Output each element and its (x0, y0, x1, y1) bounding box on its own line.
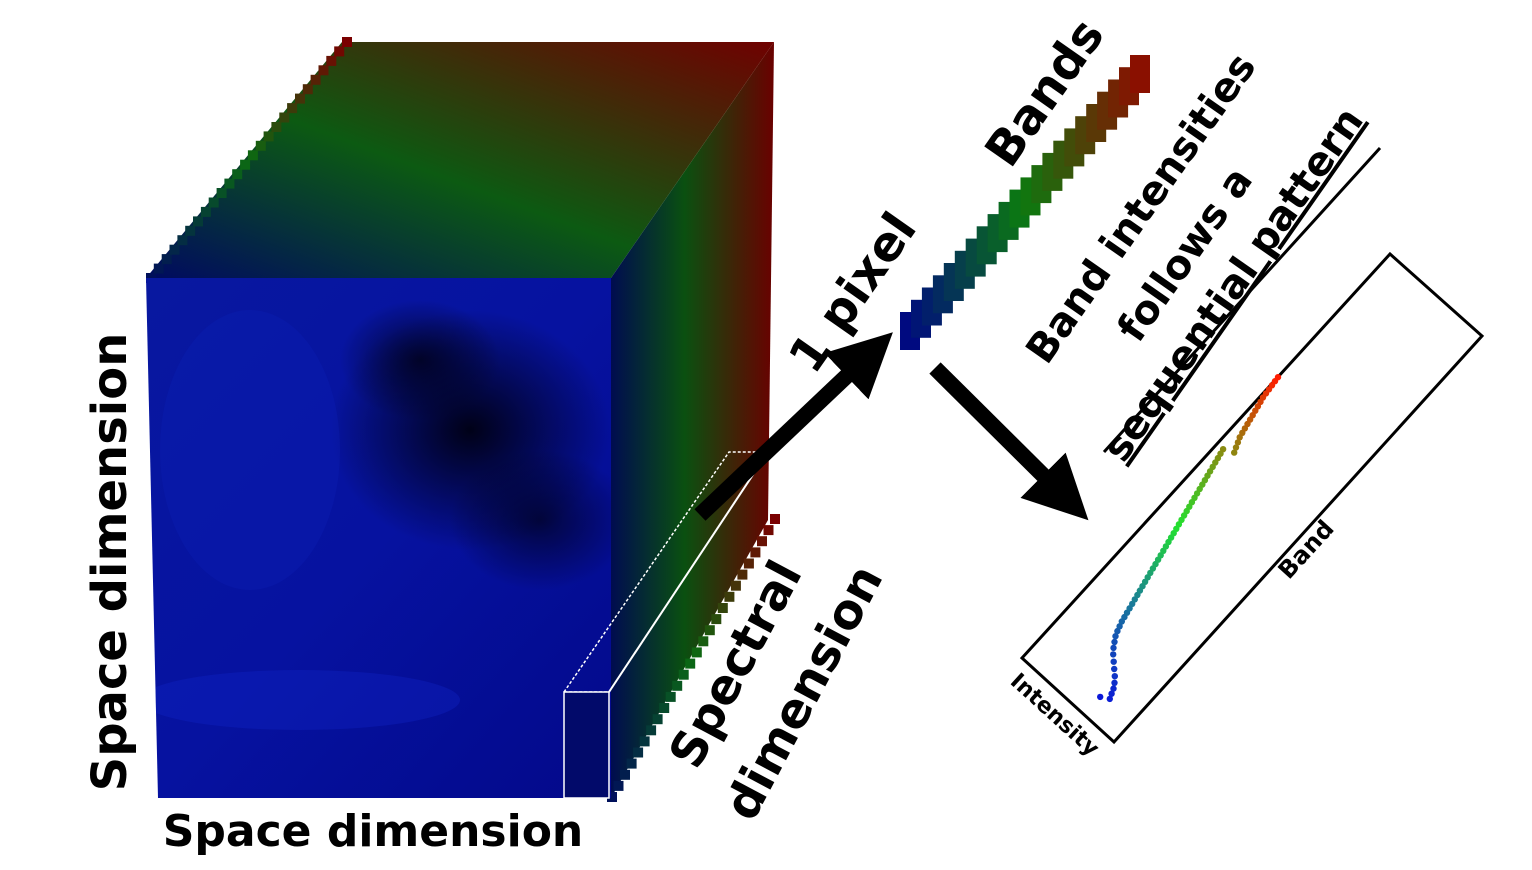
space-dimension-vertical-label: Space dimension (82, 333, 138, 792)
cube-band-edge (177, 235, 188, 246)
cube-band-edge (770, 514, 780, 524)
plot-point (1110, 685, 1117, 692)
plot-point (1110, 651, 1117, 658)
arrow-to-plot (929, 362, 1089, 521)
cube-band-edge (185, 225, 196, 236)
cube-band-edge (342, 37, 352, 47)
plot-point (1231, 449, 1238, 456)
cube-band-edge (161, 254, 172, 265)
cube-band-edge (232, 169, 243, 180)
plot-point (1106, 695, 1114, 703)
cube-band-edge (318, 65, 329, 76)
cube-band-edge (691, 647, 702, 658)
cube-band-edge (685, 658, 696, 669)
cube-band-edge (750, 547, 761, 558)
hyperspectral-cube (146, 37, 780, 802)
plot-point (1112, 633, 1119, 640)
cube-band-edge (639, 736, 650, 747)
cube-band-edge (607, 792, 617, 802)
cube-band-edge (717, 603, 728, 613)
plot-point (1116, 623, 1123, 630)
cube-band-edge (169, 244, 180, 255)
plot-point (1111, 638, 1118, 646)
cube-band-edge (724, 591, 735, 602)
cube-band-edge (200, 206, 211, 217)
cube-band-edge (730, 580, 741, 591)
plot-point (1110, 658, 1117, 665)
cube-band-edge (216, 188, 227, 198)
cube-band-edge (665, 691, 676, 702)
plot-point (1234, 439, 1242, 446)
cube-band-edge (255, 140, 266, 151)
cube-band-edge (711, 614, 722, 625)
plot-point (1111, 665, 1118, 673)
plot-point (1108, 690, 1115, 697)
cube-side-face (611, 42, 774, 798)
cube-band-edge (334, 46, 345, 57)
cube-band-edge (737, 569, 748, 580)
cube-band-edge (646, 725, 657, 736)
cube-band-edge (302, 84, 313, 95)
cube-band-edge (652, 714, 663, 725)
cube-band-edge (704, 625, 715, 636)
cube-band-edge (326, 55, 337, 66)
band-square (1130, 55, 1150, 93)
cube-band-edge (295, 93, 305, 104)
cube-band-edge (633, 747, 644, 758)
cube-band-edge (757, 536, 767, 547)
plot-point (1110, 644, 1117, 652)
plot-point (1232, 444, 1240, 451)
cube-band-edge (153, 263, 164, 274)
cube-band-edge (224, 178, 235, 189)
cube-band-edge (678, 669, 689, 680)
cube-band-edges (146, 37, 780, 802)
cube-band-edge (626, 758, 637, 769)
cube-band-edge (743, 558, 754, 569)
plot-point (1111, 673, 1119, 680)
cube-band-edge (698, 636, 709, 647)
pattern-underline (1102, 146, 1382, 454)
plot-point (1219, 446, 1227, 453)
cube-band-edge (672, 680, 683, 691)
cube-band-edge (310, 74, 321, 85)
one-pixel-label: 1 pixel (778, 203, 928, 383)
cube-band-edge (287, 103, 298, 114)
cube-band-edge (247, 150, 258, 161)
selected-pixel-column (563, 691, 610, 799)
cube-band-edge (271, 122, 282, 132)
band-strip (900, 55, 1150, 350)
cube-band-edge (279, 112, 290, 123)
cube-band-edge (620, 769, 630, 780)
space-dimension-horizontal-label: Space dimension (163, 806, 584, 857)
plot-point (1111, 679, 1118, 686)
plot-points (1097, 374, 1282, 703)
cube-band-edge (208, 197, 219, 208)
cube-band-edge (263, 131, 274, 142)
plot-frame (1019, 251, 1485, 745)
plot-point (1114, 627, 1121, 635)
plot-point (1274, 374, 1282, 381)
arrow-to-pixel (694, 332, 893, 521)
cube-band-edge (240, 159, 251, 170)
cube-band-edge (763, 525, 774, 536)
cube-band-edge (613, 780, 624, 791)
cube-band-edge (193, 216, 203, 227)
plot-point (1097, 693, 1104, 701)
cube-band-edge (659, 703, 670, 713)
